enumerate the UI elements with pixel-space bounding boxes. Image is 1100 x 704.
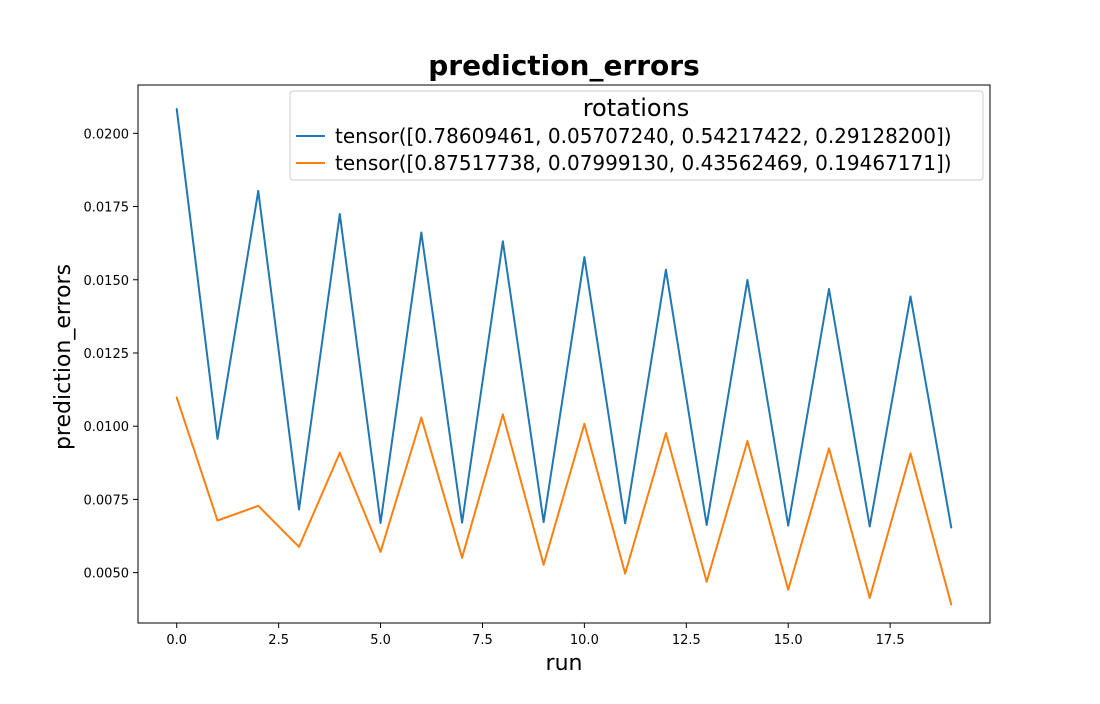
data-point-series-2 bbox=[909, 452, 912, 455]
data-point-series-1 bbox=[379, 521, 382, 524]
x-tick-label: 12.5 bbox=[672, 633, 701, 648]
x-tick-label: 15.0 bbox=[774, 633, 803, 648]
legend-label-2: tensor([0.87517738, 0.07999130, 0.435624… bbox=[335, 151, 952, 175]
data-point-series-2 bbox=[216, 519, 219, 522]
data-point-series-1 bbox=[664, 268, 667, 271]
plot-area: 0.0 2.5 5.0 7.5 10.0 12.5 15.0 17.5 0.0050 0.007… bbox=[84, 84, 991, 648]
series-line-2 bbox=[175, 397, 953, 605]
chart-title: prediction_errors bbox=[428, 49, 700, 82]
data-point-series-2 bbox=[257, 504, 260, 507]
x-tick-label: 7.5 bbox=[472, 633, 493, 648]
series-line-1 bbox=[175, 108, 953, 528]
x-tick-label: 10.0 bbox=[570, 633, 599, 648]
data-point-series-1 bbox=[501, 240, 504, 243]
x-tick-label: 5.0 bbox=[370, 633, 391, 648]
legend-box bbox=[289, 90, 984, 181]
data-point-series-2 bbox=[583, 422, 586, 425]
data-point-series-1 bbox=[216, 437, 219, 440]
data-point-series-1 bbox=[583, 256, 586, 259]
legend: rotations tensor([0.78609461, 0.05707240… bbox=[289, 90, 984, 181]
data-point-series-1 bbox=[338, 213, 341, 216]
legend-label-1: tensor([0.78609461, 0.05707240, 0.542174… bbox=[335, 124, 952, 148]
data-point-series-1 bbox=[787, 524, 790, 527]
data-point-series-1 bbox=[950, 526, 953, 529]
y-tick-label: 0.0125 bbox=[84, 347, 130, 362]
y-tick-label: 0.0200 bbox=[84, 127, 130, 142]
x-tick-label: 17.5 bbox=[876, 633, 905, 648]
data-point-series-2 bbox=[379, 550, 382, 553]
y-tick-label: 0.0075 bbox=[84, 493, 130, 508]
data-point-series-1 bbox=[746, 279, 749, 282]
y-axis-label: prediction_errors bbox=[51, 264, 76, 450]
data-point-series-2 bbox=[950, 603, 953, 606]
y-tick-label: 0.0175 bbox=[84, 201, 130, 216]
legend-title: rotations bbox=[583, 94, 690, 122]
data-point-series-2 bbox=[868, 596, 871, 599]
x-tick-label: 2.5 bbox=[268, 633, 289, 648]
data-point-series-2 bbox=[787, 588, 790, 591]
data-point-series-2 bbox=[542, 563, 545, 566]
data-point-series-2 bbox=[746, 440, 749, 443]
x-axis-label: run bbox=[546, 651, 583, 676]
data-point-series-2 bbox=[827, 447, 830, 450]
y-tick-label: 0.0150 bbox=[84, 274, 130, 289]
data-point-series-2 bbox=[175, 396, 178, 399]
data-point-series-2 bbox=[501, 413, 504, 416]
data-point-series-1 bbox=[542, 520, 545, 523]
series-lines bbox=[175, 108, 953, 606]
data-point-series-1 bbox=[298, 508, 301, 511]
data-point-series-1 bbox=[909, 295, 912, 298]
data-point-series-2 bbox=[420, 416, 423, 419]
data-point-series-2 bbox=[461, 556, 464, 559]
data-point-series-1 bbox=[705, 523, 708, 526]
data-point-series-1 bbox=[175, 108, 178, 111]
x-tick-label: 0.0 bbox=[166, 633, 187, 648]
data-point-series-2 bbox=[705, 580, 708, 583]
data-point-series-2 bbox=[338, 451, 341, 454]
y-tick-label: 0.0050 bbox=[84, 567, 130, 582]
data-point-series-1 bbox=[827, 288, 830, 291]
x-axis: 0.0 2.5 5.0 7.5 10.0 12.5 15.0 17.5 bbox=[166, 623, 905, 648]
y-axis: 0.0050 0.0075 0.0100 0.0125 0.0150 0.0175 0.02… bbox=[84, 127, 138, 582]
data-point-series-1 bbox=[420, 231, 423, 234]
data-point-series-1 bbox=[461, 521, 464, 524]
plot-frame bbox=[137, 84, 991, 624]
data-point-series-1 bbox=[624, 522, 627, 525]
y-tick-label: 0.0100 bbox=[84, 420, 130, 435]
data-point-series-2 bbox=[298, 545, 301, 548]
data-point-series-2 bbox=[664, 432, 667, 435]
data-point-series-1 bbox=[868, 525, 871, 528]
data-point-series-2 bbox=[624, 572, 627, 575]
legend-entries: tensor([0.78609461, 0.05707240, 0.542174… bbox=[296, 124, 952, 175]
data-point-series-1 bbox=[257, 190, 260, 193]
